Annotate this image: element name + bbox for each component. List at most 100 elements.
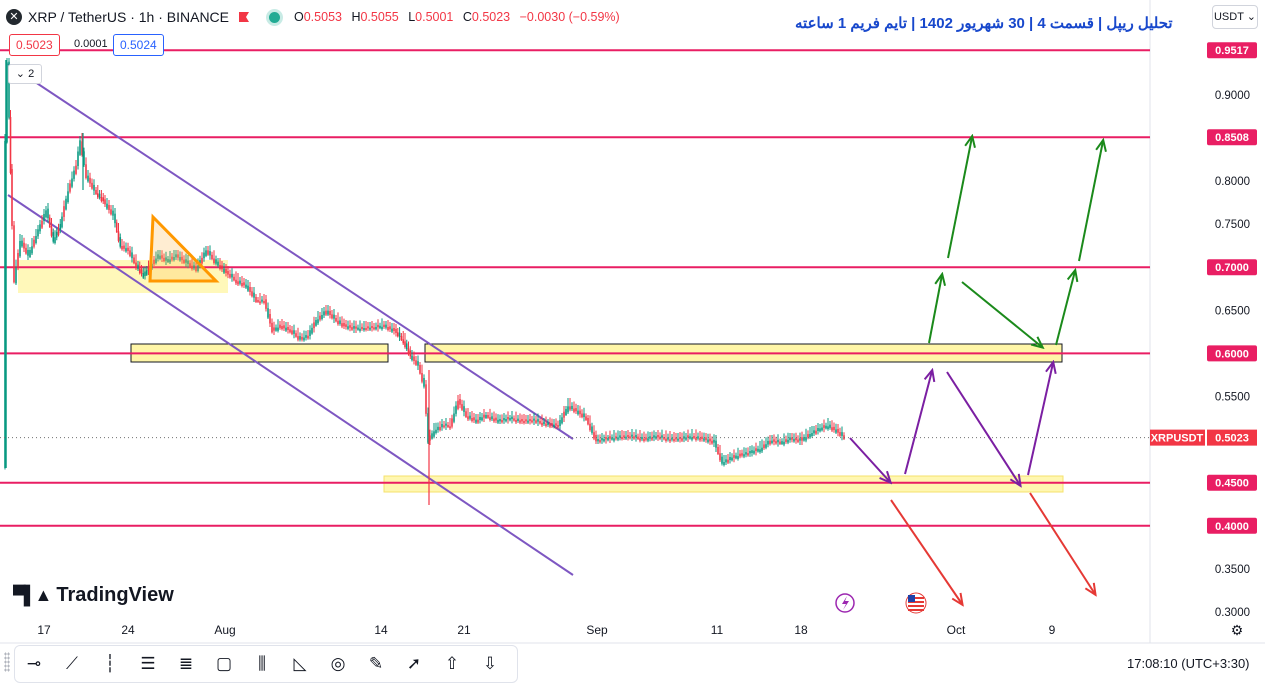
candle-body <box>367 326 369 329</box>
candle-body <box>629 436 631 439</box>
trend-line-icon[interactable]: ⟋ <box>66 654 78 673</box>
candle-body <box>463 406 465 412</box>
time-tick-label: 17 <box>37 623 51 637</box>
candle-body <box>175 254 177 258</box>
candle-body <box>159 255 161 259</box>
level-label: 0.8508 <box>1215 132 1249 144</box>
circle-icon[interactable]: ◎ <box>330 654 346 673</box>
candle-body <box>415 360 417 365</box>
spread-value: 0.0001 <box>74 38 108 50</box>
candle-body <box>663 437 665 440</box>
candle-body <box>321 315 323 319</box>
close-value: 0.5023 <box>471 10 511 24</box>
candle-body <box>363 328 365 331</box>
currency-selector[interactable]: USDT ⌄ <box>1212 5 1258 29</box>
candle-body <box>119 237 122 247</box>
lightning-icon[interactable] <box>835 593 855 613</box>
triangle-icon[interactable]: ◺ <box>293 654 307 673</box>
candle-body <box>603 439 605 442</box>
candle-body <box>829 424 831 428</box>
candle-body <box>523 421 525 423</box>
candle-body <box>81 141 83 155</box>
candle-body <box>140 269 143 274</box>
candle-body <box>121 246 123 250</box>
candle-body <box>517 418 519 421</box>
fib-icon[interactable]: ≣ <box>178 654 194 673</box>
down-arrow-icon[interactable]: ⇩ <box>482 654 498 673</box>
sell-price-button[interactable]: 0.5023 <box>9 34 60 56</box>
candle-body <box>133 257 135 264</box>
candle-body <box>265 299 267 309</box>
candle-body <box>100 197 103 201</box>
candles <box>4 58 845 505</box>
candle-body <box>781 441 783 444</box>
up-arrow-icon[interactable]: ⇧ <box>444 654 460 673</box>
candle-body <box>179 257 181 261</box>
symbol-header[interactable]: ✕ XRP / TetherUS · 1h · BINANCE O0.5053 … <box>6 6 626 28</box>
settings-icon[interactable]: ⚙ <box>1230 622 1244 638</box>
candle-body <box>747 453 749 456</box>
us-flag-icon[interactable] <box>905 592 927 614</box>
time-tick-label: 14 <box>374 623 388 637</box>
candle-body <box>251 291 253 297</box>
candle-body <box>209 251 211 256</box>
candle-body <box>373 327 375 330</box>
candle-body <box>555 423 557 426</box>
candle-body <box>400 336 403 340</box>
candle-body <box>595 434 597 442</box>
candle-body <box>461 404 463 410</box>
channel-icon[interactable]: ☰ <box>140 654 156 673</box>
horizontal-line-icon[interactable]: ⊸ <box>26 654 42 673</box>
candle-body <box>575 408 577 412</box>
candle-body <box>435 429 437 433</box>
candle-body <box>649 436 651 439</box>
level-label-bg <box>1207 474 1257 491</box>
candle-body <box>527 420 529 423</box>
candle-body <box>393 328 395 331</box>
candle-body <box>129 250 131 257</box>
rectangle-icon[interactable]: ▢ <box>215 654 233 673</box>
candle-body <box>831 427 833 431</box>
last-price-labels: XRPUSDT 0.5023 <box>1150 429 1257 446</box>
candle-body <box>98 193 101 198</box>
candle-body <box>699 438 701 441</box>
time-tick-label: 9 <box>1049 623 1056 637</box>
candle-body <box>48 217 51 227</box>
buy-price-button[interactable]: 0.5024 <box>113 34 164 56</box>
candle-body <box>479 417 481 420</box>
clock[interactable]: 17:08:10 (UTC+3:30) <box>1127 656 1250 671</box>
candle-body <box>553 424 555 427</box>
candle-body <box>429 435 431 441</box>
scenario-arrows[interactable] <box>849 137 1103 604</box>
symbol-title[interactable]: XRP / TetherUS · 1h · BINANCE <box>28 9 229 25</box>
toolbar-grip[interactable] <box>4 652 10 672</box>
candle-body <box>819 428 821 432</box>
brush-icon[interactable]: ✎ <box>368 654 384 673</box>
candle-body <box>483 414 485 418</box>
candle-body <box>437 426 439 431</box>
chevron-down-icon: ⌄ <box>15 68 26 80</box>
candle-body <box>183 259 185 263</box>
indicators-toggle[interactable]: ⌄ 2 <box>8 64 42 84</box>
vertical-line-icon[interactable]: ┆ <box>104 654 116 673</box>
candle-body <box>833 426 835 431</box>
candle-body <box>357 327 359 330</box>
candle-body <box>443 425 445 428</box>
candle-body <box>451 418 453 427</box>
red-flag-icon[interactable] <box>239 12 249 22</box>
arrow-icon[interactable]: ➚ <box>406 654 422 673</box>
candle-body <box>515 420 517 423</box>
channel-lower-line[interactable] <box>7 194 574 576</box>
level-label-bg <box>1207 129 1257 146</box>
drawing-toolbar[interactable]: ⊸ ⟋ ┆ ☰ ≣ ▢ ⫼ ◺ ◎ ✎ ➚ ⇧ ⇩ <box>14 645 518 683</box>
candle-body <box>19 241 21 257</box>
candle-body <box>323 311 325 316</box>
triangle-pattern[interactable] <box>148 213 220 283</box>
candle-body <box>453 413 455 422</box>
channel-upper-line[interactable] <box>7 63 574 440</box>
candle-body <box>75 165 77 174</box>
candle-body <box>765 444 767 448</box>
candle-body <box>91 182 93 189</box>
pitchfork-icon[interactable]: ⫼ <box>258 654 266 673</box>
